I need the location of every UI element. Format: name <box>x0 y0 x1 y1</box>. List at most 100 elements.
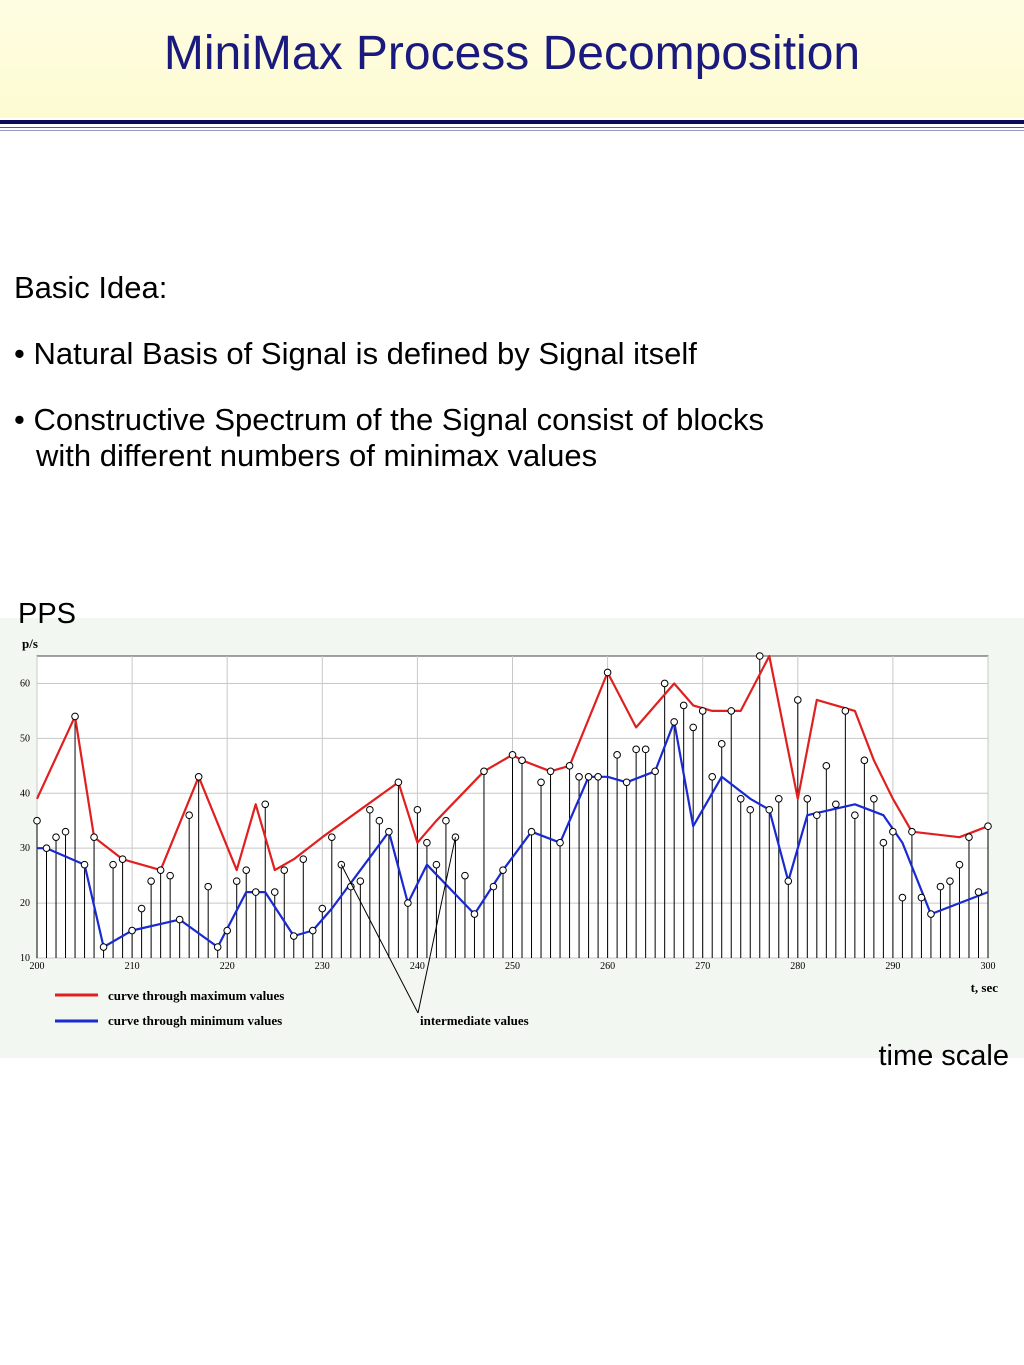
point-217 <box>194 773 203 781</box>
point-258 <box>584 773 593 781</box>
point-272 <box>717 740 726 748</box>
point-300 <box>984 822 992 831</box>
point-277 <box>765 805 774 814</box>
point-200 <box>33 816 41 825</box>
legend-label-min: curve through minimum values <box>108 1013 282 1028</box>
point-208 <box>109 860 117 869</box>
x-tick-240: 240 <box>410 961 425 972</box>
pps-label: PPS <box>18 598 77 630</box>
point-273 <box>727 707 736 715</box>
x-tick-260: 260 <box>600 961 615 972</box>
point-220 <box>223 926 231 935</box>
point-274 <box>736 794 745 803</box>
point-282 <box>813 811 821 820</box>
point-262 <box>622 778 631 787</box>
point-202 <box>52 833 60 841</box>
point-229 <box>308 926 317 935</box>
y-tick-30: 30 <box>20 843 30 854</box>
point-293 <box>917 893 926 902</box>
point-298 <box>965 833 973 841</box>
point-266 <box>660 679 669 688</box>
point-249 <box>499 866 507 874</box>
point-245 <box>461 871 469 880</box>
signal-stems <box>36 656 989 958</box>
point-275 <box>746 805 755 814</box>
point-287 <box>860 756 869 765</box>
title-band <box>0 0 1024 118</box>
point-290 <box>889 827 897 836</box>
point-281 <box>803 794 812 803</box>
bullet-continuation: with different numbers of minimax values <box>36 438 598 473</box>
title-rule-thin-light <box>0 130 1024 131</box>
y-tick-20: 20 <box>20 898 30 909</box>
point-268 <box>679 701 688 710</box>
point-263 <box>632 745 640 754</box>
point-267 <box>670 718 678 726</box>
point-241 <box>423 838 431 847</box>
point-270 <box>698 707 707 715</box>
point-278 <box>774 794 783 803</box>
point-288 <box>870 794 878 803</box>
y-tick-10: 10 <box>20 953 30 964</box>
x-tick-210: 210 <box>125 961 140 972</box>
point-256 <box>565 762 574 770</box>
point-228 <box>299 855 308 863</box>
body-heading: Basic Idea: <box>14 270 168 305</box>
point-209 <box>118 855 127 863</box>
point-251 <box>518 756 526 765</box>
point-221 <box>232 877 241 885</box>
point-259 <box>594 773 602 781</box>
point-231 <box>328 833 336 841</box>
signal-points <box>33 652 992 951</box>
point-260 <box>603 668 612 677</box>
legend: curve through maximum values curve throu… <box>55 988 284 1028</box>
x-tick-200: 200 <box>30 961 45 972</box>
point-237 <box>385 827 393 836</box>
point-215 <box>175 915 184 924</box>
point-279 <box>784 877 793 885</box>
annotation-pointer-0 <box>340 864 419 1014</box>
point-230 <box>318 904 327 913</box>
x-tick-250: 250 <box>505 961 520 972</box>
point-265 <box>651 767 659 776</box>
title-rule-thin <box>0 127 1024 128</box>
point-271 <box>708 773 717 781</box>
point-296 <box>946 877 954 885</box>
bullet-natural-basis: • Natural Basis of Signal is defined by … <box>14 336 697 371</box>
point-212 <box>147 877 155 885</box>
point-206 <box>90 833 98 841</box>
point-218 <box>204 882 212 891</box>
point-219 <box>213 943 222 951</box>
annotation-label: intermediate values <box>420 1013 529 1028</box>
point-205 <box>80 860 89 869</box>
point-252 <box>527 827 536 836</box>
x-tick-300: 300 <box>981 961 996 972</box>
point-291 <box>898 893 907 902</box>
point-239 <box>404 899 412 907</box>
point-257 <box>575 773 583 781</box>
point-238 <box>394 778 403 787</box>
point-284 <box>832 800 840 809</box>
point-223 <box>251 888 260 896</box>
point-240 <box>413 805 422 814</box>
time-scale-label: time scale <box>878 1040 1009 1072</box>
point-276 <box>755 652 764 660</box>
point-264 <box>641 745 650 754</box>
point-225 <box>270 888 279 896</box>
x-tick-290: 290 <box>885 961 900 972</box>
y-tick-50: 50 <box>20 733 30 744</box>
point-203 <box>61 827 70 836</box>
point-255 <box>556 838 564 847</box>
slide-body: Basic Idea: • Natural Basis of Signal is… <box>14 270 1004 474</box>
point-207 <box>99 943 108 951</box>
point-234 <box>356 877 365 885</box>
point-294 <box>927 910 935 918</box>
point-201 <box>42 844 51 852</box>
y-tick-40: 40 <box>20 788 30 799</box>
point-222 <box>242 866 251 874</box>
point-261 <box>613 751 621 759</box>
point-246 <box>470 910 479 918</box>
x-tick-280: 280 <box>790 961 805 972</box>
point-236 <box>375 816 384 825</box>
point-211 <box>137 904 146 913</box>
